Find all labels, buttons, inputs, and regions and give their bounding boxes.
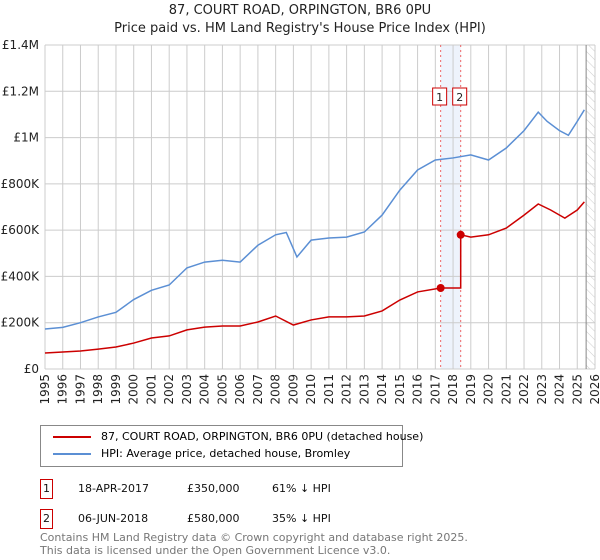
x-tick-label: 1996 [56, 374, 70, 405]
x-tick-label: 2020 [482, 374, 496, 405]
y-tick-label: £1.4M [2, 38, 39, 52]
x-tick-label: 2025 [570, 374, 584, 405]
x-tick-label: 1998 [91, 374, 105, 405]
x-tick-label: 2010 [304, 374, 318, 405]
forecast-hatch [586, 45, 595, 369]
annotation-box [452, 87, 468, 106]
x-tick-label: 1999 [109, 374, 123, 405]
x-tick-label: 2009 [286, 374, 300, 405]
transaction-badge: 2 [40, 509, 53, 529]
y-tick-label: £1.2M [2, 84, 39, 98]
price-chart: £0 £200K £400K £600K £800K £1M £1.2M £1.4M 1995 1… [1, 38, 600, 405]
annotation-label: 2 [456, 91, 463, 104]
x-tick-label: 2003 [180, 374, 194, 405]
x-tick-label: 2019 [464, 374, 478, 405]
transaction-date: 06-JUN-2018 [78, 512, 149, 525]
x-tick-label: 2022 [517, 374, 531, 405]
x-tick-label: 2008 [269, 374, 283, 405]
x-tick-label: 2026 [588, 374, 600, 405]
x-tick-label: 2004 [198, 374, 212, 405]
x-tick-label: 2017 [428, 374, 442, 405]
x-tick-label: 2006 [233, 374, 247, 405]
y-tick-label: £0 [24, 362, 39, 376]
x-tick-label: 1997 [73, 374, 87, 405]
y-tick-label: £1M [13, 131, 39, 145]
sale-point [456, 230, 465, 239]
legend-property: 87, COURT ROAD, ORPINGTON, BR6 0PU (deta… [101, 430, 424, 443]
x-tick-label: 2014 [375, 374, 389, 405]
x-tick-label: 2015 [393, 374, 407, 405]
x-tick-label: 2012 [340, 374, 354, 405]
legend-hpi: HPI: Average price, detached house, Brom… [101, 447, 351, 460]
transaction-hpi: 61% ↓ HPI [272, 482, 331, 495]
chart-subtitle: Price paid vs. HM Land Registry's House … [114, 21, 486, 36]
y-tick-label: £600K [1, 223, 41, 237]
x-tick-label: 2024 [553, 374, 567, 405]
legend-blue-line [53, 453, 91, 455]
annotation-box [432, 87, 448, 106]
y-tick-label: £400K [1, 269, 41, 283]
x-tick-label: 2001 [144, 374, 158, 405]
x-tick-label: 2023 [535, 374, 549, 405]
annotation-label: 1 [436, 91, 443, 104]
x-tick-label: 2007 [251, 374, 265, 405]
x-tick-label: 2002 [162, 374, 176, 405]
x-tick-label: 2011 [322, 374, 336, 405]
transaction-date: 18-APR-2017 [78, 482, 150, 495]
sale-point [436, 284, 445, 292]
x-tick-label: 2018 [446, 374, 460, 405]
x-tick-label: 2016 [411, 374, 425, 405]
x-tick-label: 1995 [38, 374, 52, 405]
transaction-price: £350,000 [187, 482, 240, 495]
chart-title: 87, COURT ROAD, ORPINGTON, BR6 0PU [168, 3, 432, 18]
legend-red-line [53, 436, 91, 438]
x-tick-label: 2000 [127, 374, 141, 405]
series-line [44, 201, 585, 354]
footer: Contains HM Land Registry data © Crown c… [40, 531, 468, 557]
series-line [44, 109, 585, 330]
y-tick-label: £800K [1, 177, 41, 191]
transaction-badge: 1 [40, 479, 53, 499]
footer-line1: Contains HM Land Registry data © Crown c… [40, 531, 468, 544]
transaction-price: £580,000 [187, 512, 240, 525]
x-tick-label: 2013 [357, 374, 371, 405]
x-tick-label: 2005 [215, 374, 229, 405]
footer-line2: This data is licensed under the Open Gov… [40, 544, 391, 557]
x-tick-label: 2021 [499, 374, 513, 405]
y-tick-label: £200K [1, 316, 41, 330]
transaction-hpi: 35% ↓ HPI [272, 512, 331, 525]
legend: 87, COURT ROAD, ORPINGTON, BR6 0PU (deta… [40, 425, 423, 467]
